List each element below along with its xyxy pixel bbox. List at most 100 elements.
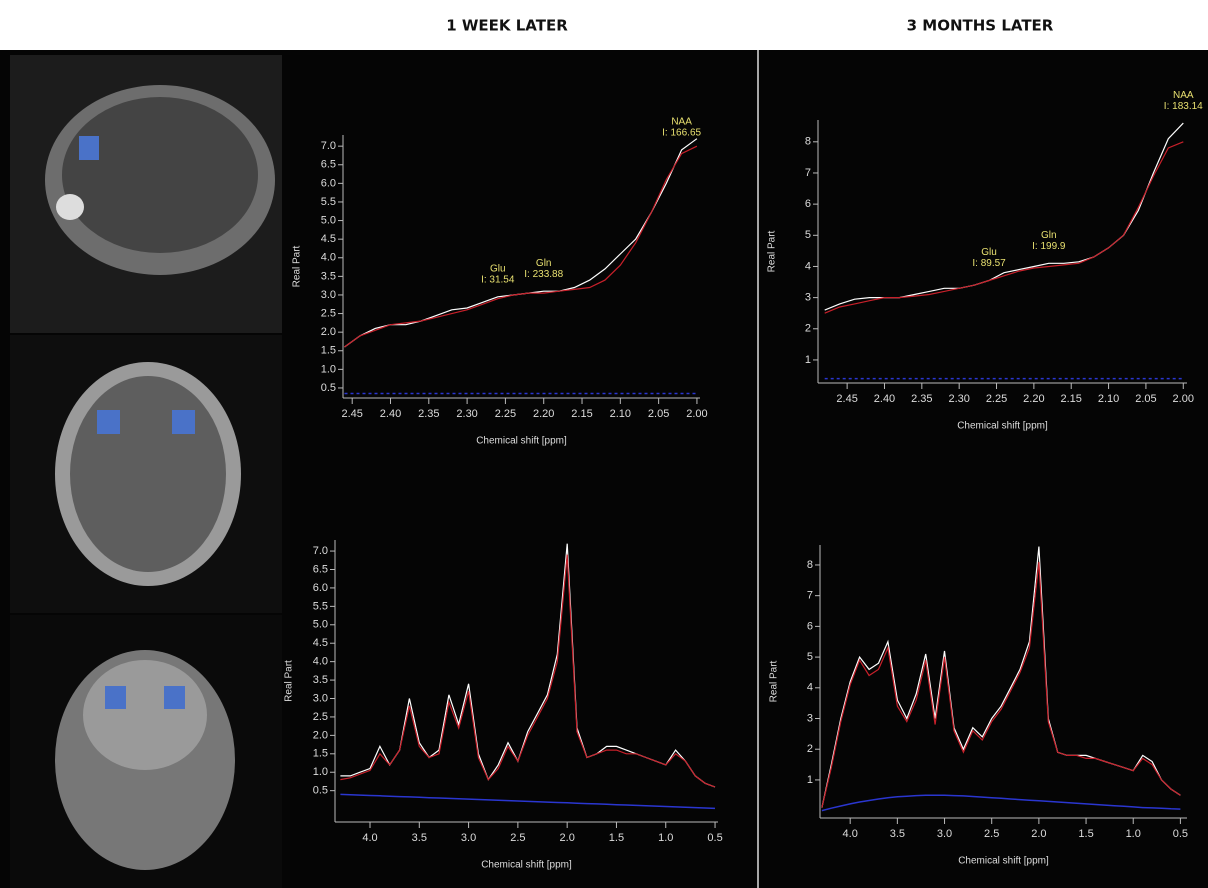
y-tick-label: 1.5 (321, 345, 336, 357)
x-tick-label: 2.15 (571, 408, 592, 420)
annotation-label: Glu (490, 263, 506, 274)
annotation-label: Gln (536, 258, 552, 269)
eye (56, 194, 84, 220)
voxel-marker (172, 410, 195, 434)
x-tick-label: 2.35 (418, 408, 439, 420)
annotation-text: I: 166.65 (662, 128, 701, 139)
y-tick-label: 2 (805, 323, 811, 335)
x-tick-label: 2.30 (456, 408, 477, 420)
x-axis-label: Chemical shift [ppm] (958, 856, 1049, 867)
y-tick-label: 6.5 (313, 563, 328, 575)
x-tick-label: 2.20 (533, 408, 554, 420)
y-tick-label: 4.0 (313, 656, 328, 668)
y-tick-label: 1.0 (321, 363, 336, 375)
x-tick-label: 2.25 (986, 393, 1007, 405)
x-tick-label: 2.45 (341, 408, 362, 420)
y-tick-label: 7.0 (313, 545, 328, 557)
y-tick-label: 4.5 (321, 233, 336, 245)
x-tick-label: 3.5 (412, 832, 427, 844)
annotation-text: I: 183.14 (1164, 101, 1203, 112)
x-tick-label: 0.5 (1173, 828, 1188, 840)
x-tick-label: 2.25 (495, 408, 516, 420)
x-tick-label: 2.15 (1061, 393, 1082, 405)
x-tick-label: 3.5 (890, 828, 905, 840)
y-tick-label: 7 (807, 590, 813, 602)
y-tick-label: 2.5 (321, 307, 336, 319)
y-tick-label: 7.0 (321, 140, 336, 152)
column-heading: 1 WEEK LATER (446, 17, 568, 35)
x-tick-label: 2.45 (836, 393, 857, 405)
y-tick-label: 5 (805, 229, 811, 241)
x-tick-label: 2.00 (686, 408, 707, 420)
y-tick-label: 3 (807, 712, 813, 724)
y-tick-label: 3.0 (313, 692, 328, 704)
y-tick-label: 6 (805, 198, 811, 210)
x-tick-label: 2.0 (560, 832, 575, 844)
annotation-label: NAA (1173, 90, 1194, 101)
x-axis-label: Chemical shift [ppm] (476, 436, 567, 447)
x-tick-label: 2.05 (648, 408, 669, 420)
annotation-label: NAA (671, 117, 692, 128)
voxel-marker (164, 686, 185, 709)
y-tick-label: 4.0 (321, 252, 336, 264)
column-heading: 3 MONTHS LATER (907, 17, 1054, 35)
x-tick-label: 2.10 (1098, 393, 1119, 405)
annotation-text: I: 199.9 (1032, 241, 1066, 252)
x-tick-label: 3.0 (461, 832, 476, 844)
x-tick-label: 2.5 (984, 828, 999, 840)
y-tick-label: 5.0 (313, 619, 328, 631)
x-tick-label: 2.05 (1135, 393, 1156, 405)
coronal-brain (83, 660, 207, 770)
y-axis-label: Real Part (292, 245, 303, 287)
y-tick-label: 6.0 (321, 177, 336, 189)
y-tick-label: 2.5 (313, 711, 328, 723)
x-tick-label: 2.35 (911, 393, 932, 405)
sagittal-brain-inner (62, 97, 258, 253)
x-axis-label: Chemical shift [ppm] (481, 860, 572, 871)
x-tick-label: 1.0 (658, 832, 673, 844)
y-tick-label: 4 (807, 682, 813, 694)
voxel-marker (97, 410, 120, 434)
y-tick-label: 4 (805, 260, 811, 272)
x-axis-label: Chemical shift [ppm] (957, 421, 1048, 432)
y-tick-label: 2 (807, 743, 813, 755)
x-tick-label: 2.30 (948, 393, 969, 405)
y-tick-label: 6 (807, 620, 813, 632)
y-tick-label: 0.5 (313, 785, 328, 797)
y-axis-label: Real Part (284, 660, 295, 702)
x-tick-label: 2.20 (1023, 393, 1044, 405)
x-tick-label: 1.0 (1126, 828, 1141, 840)
y-tick-label: 1.0 (313, 766, 328, 778)
annotation-text: I: 233.88 (524, 269, 563, 280)
y-tick-label: 4.5 (313, 637, 328, 649)
x-tick-label: 2.5 (510, 832, 525, 844)
y-tick-label: 5.5 (321, 196, 336, 208)
x-tick-label: 2.0 (1031, 828, 1046, 840)
y-tick-label: 5.5 (313, 600, 328, 612)
y-tick-label: 5.0 (321, 214, 336, 226)
y-tick-label: 7 (805, 167, 811, 179)
voxel-marker (79, 136, 99, 160)
annotation-label: Glu (981, 247, 997, 258)
voxel-marker (105, 686, 126, 709)
y-tick-label: 2.0 (313, 729, 328, 741)
mri-images (10, 55, 282, 888)
x-tick-label: 2.00 (1173, 393, 1194, 405)
x-tick-label: 2.40 (380, 408, 401, 420)
annotation-text: I: 31.54 (481, 274, 515, 285)
y-tick-label: 3 (805, 292, 811, 304)
x-tick-label: 4.0 (843, 828, 858, 840)
y-tick-label: 8 (807, 559, 813, 571)
y-tick-label: 2.0 (321, 326, 336, 338)
figure: 1 WEEK LATER 3 MONTHS LATER 0.5 1.0 1.5 2.0… (0, 0, 1208, 888)
axial-brain (70, 376, 226, 572)
y-tick-label: 0.5 (321, 382, 336, 394)
y-tick-label: 8 (805, 136, 811, 148)
figure-canvas: 1 WEEK LATER 3 MONTHS LATER 0.5 1.0 1.5 2.0… (0, 0, 1208, 888)
annotation-label: Gln (1041, 230, 1057, 241)
y-tick-label: 3.0 (321, 289, 336, 301)
x-tick-label: 2.40 (874, 393, 895, 405)
y-axis-label: Real Part (767, 230, 778, 272)
y-tick-label: 1.5 (313, 748, 328, 760)
x-tick-label: 1.5 (609, 832, 624, 844)
